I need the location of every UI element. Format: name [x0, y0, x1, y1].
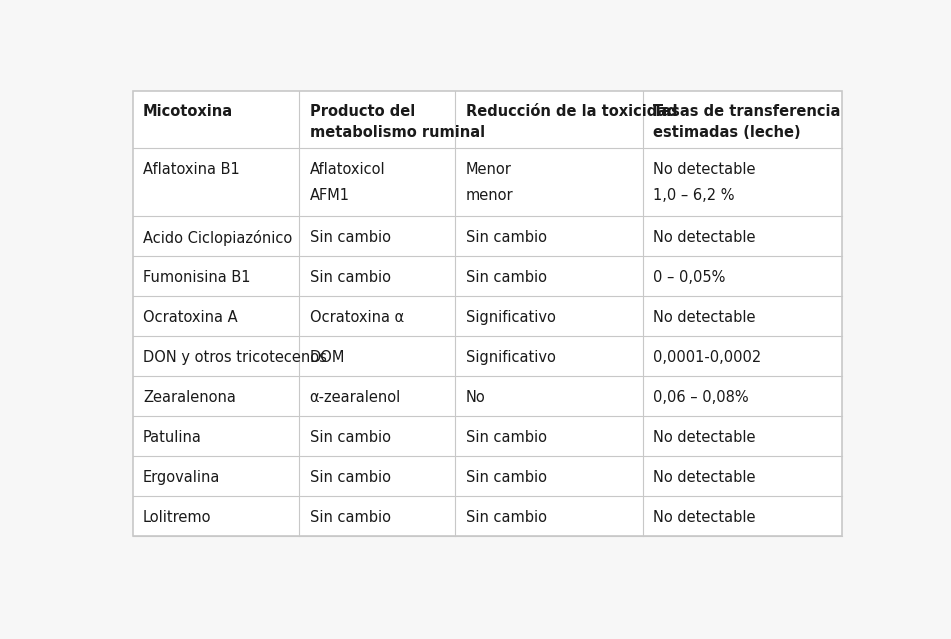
Text: 0,06 – 0,08%: 0,06 – 0,08% [653, 390, 749, 405]
Text: Significativo: Significativo [466, 310, 555, 325]
Text: Ocratoxina α: Ocratoxina α [309, 310, 404, 325]
Text: Sin cambio: Sin cambio [466, 430, 547, 445]
Text: Reducción de la toxicidad: Reducción de la toxicidad [466, 104, 677, 119]
Text: Micotoxina: Micotoxina [143, 104, 233, 119]
Text: Aflatoxina B1: Aflatoxina B1 [143, 162, 240, 177]
Text: Ocratoxina A: Ocratoxina A [143, 310, 238, 325]
Text: DOM: DOM [309, 350, 345, 365]
Text: Zearalenona: Zearalenona [143, 390, 236, 405]
Text: Sin cambio: Sin cambio [466, 470, 547, 485]
Text: No detectable: No detectable [653, 310, 756, 325]
Text: Fumonisina B1: Fumonisina B1 [143, 270, 250, 285]
Text: Sin cambio: Sin cambio [309, 470, 391, 485]
Text: α-zearalenol: α-zearalenol [309, 390, 400, 405]
Text: Significativo: Significativo [466, 350, 555, 365]
Text: Lolitremo: Lolitremo [143, 510, 211, 525]
Text: 0,0001-0,0002: 0,0001-0,0002 [653, 350, 762, 365]
Text: No detectable: No detectable [653, 510, 756, 525]
Text: Sin cambio: Sin cambio [466, 270, 547, 285]
Text: Sin cambio: Sin cambio [466, 510, 547, 525]
Text: No detectable
1,0 – 6,2 %: No detectable 1,0 – 6,2 % [653, 162, 756, 203]
Text: No: No [466, 390, 485, 405]
Text: Ergovalina: Ergovalina [143, 470, 221, 485]
Text: Sin cambio: Sin cambio [309, 230, 391, 245]
Text: No detectable: No detectable [653, 430, 756, 445]
Text: DON y otros tricotecenos: DON y otros tricotecenos [143, 350, 327, 365]
Text: Menor
menor: Menor menor [466, 162, 514, 203]
Text: Acido Ciclopiazónico: Acido Ciclopiazónico [143, 230, 292, 246]
Text: Tasas de transferencia
estimadas (leche): Tasas de transferencia estimadas (leche) [653, 104, 841, 140]
Text: Patulina: Patulina [143, 430, 202, 445]
Text: 0 – 0,05%: 0 – 0,05% [653, 270, 726, 285]
Text: No detectable: No detectable [653, 470, 756, 485]
Text: Sin cambio: Sin cambio [309, 430, 391, 445]
Text: Sin cambio: Sin cambio [309, 270, 391, 285]
Text: Aflatoxicol
AFM1: Aflatoxicol AFM1 [309, 162, 385, 203]
Text: Sin cambio: Sin cambio [466, 230, 547, 245]
Text: Sin cambio: Sin cambio [309, 510, 391, 525]
Text: Producto del
metabolismo ruminal: Producto del metabolismo ruminal [309, 104, 485, 140]
Text: No detectable: No detectable [653, 230, 756, 245]
